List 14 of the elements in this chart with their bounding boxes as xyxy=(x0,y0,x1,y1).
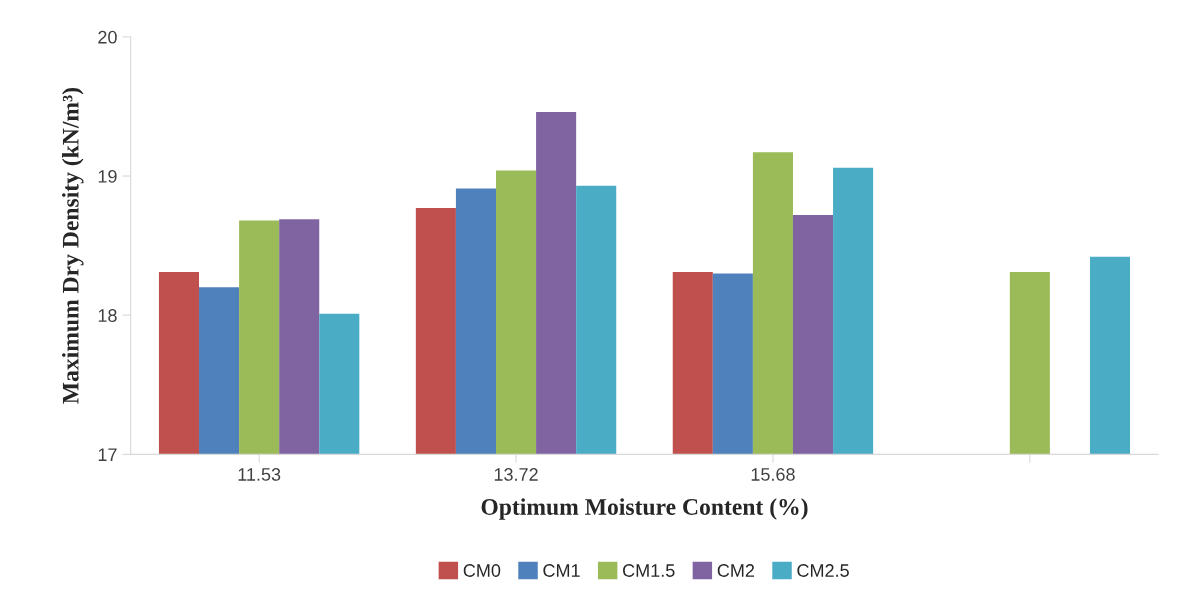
x-tick-label: 15.68 xyxy=(751,468,795,481)
y-axis-title: Maximum Dry Density (kN/m³) xyxy=(62,88,84,404)
y-tick-label: 19 xyxy=(98,169,117,183)
x-tick-label: 11.53 xyxy=(238,468,281,481)
legend-label: CM1.5 xyxy=(623,564,675,577)
legend-label: CM2 xyxy=(717,564,755,577)
y-tick-label: 17 xyxy=(98,448,117,461)
y-tick-label: 18 xyxy=(98,309,117,322)
legend-label: CM0 xyxy=(463,564,501,577)
y-tick-label: 20 xyxy=(98,30,117,44)
legend-label: CM2.5 xyxy=(797,564,849,577)
x-axis-title: Optimum Moisture Content (%) xyxy=(481,498,808,520)
legend-label: CM1 xyxy=(543,564,580,577)
x-tick-label: 13.72 xyxy=(494,468,538,481)
